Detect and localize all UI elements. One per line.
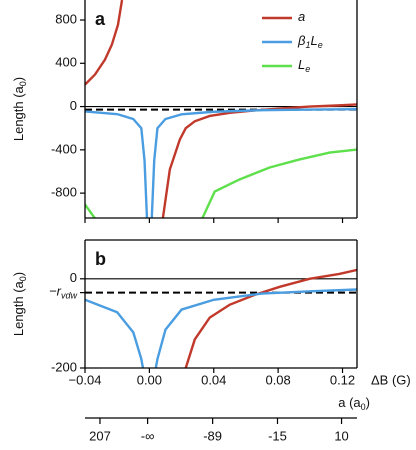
text-part: ) <box>366 395 370 410</box>
text-part: e <box>305 64 310 74</box>
y-tick-label: −rvdw <box>49 284 77 301</box>
series-line <box>85 0 357 218</box>
x2-tick-label: -∞ <box>141 428 155 443</box>
y-tick-label: 0 <box>70 270 77 285</box>
x2-tick-label: -15 <box>268 428 287 443</box>
text-part: Length (a <box>11 280 26 336</box>
text-part: −r <box>49 284 62 299</box>
x2-tick-label: -89 <box>203 428 222 443</box>
y-tick-label: 400 <box>55 55 77 70</box>
x-tick-label: 0.08 <box>265 372 290 387</box>
y-tick-label: 800 <box>55 11 77 26</box>
x2-axis-label: a (a0) <box>338 395 370 412</box>
text-part: ) <box>11 77 26 81</box>
series-line <box>184 268 357 368</box>
series-line <box>85 288 357 368</box>
panel-label: b <box>95 249 106 269</box>
series-line <box>85 148 357 218</box>
text-part: a <box>298 9 305 24</box>
x-tick-label: 0.00 <box>137 372 162 387</box>
y-axis-label: Length (a0) <box>11 272 28 336</box>
text-part: L <box>298 57 305 72</box>
legend-label: Le <box>298 57 310 74</box>
x-tick-label: −0.04 <box>69 372 102 387</box>
text-part: 0 <box>18 276 28 281</box>
y-tick-label: -400 <box>51 141 77 156</box>
text-part: ) <box>11 272 26 276</box>
text-part: β <box>297 33 306 48</box>
text-part: 0 <box>361 402 366 412</box>
x2-tick-label: 207 <box>89 428 111 443</box>
x-tick-label: 0.12 <box>330 372 355 387</box>
y-tick-label: 0 <box>70 98 77 113</box>
legend-label: β1Le <box>297 33 323 50</box>
text-part: Length (a <box>11 85 26 141</box>
y-tick-label: -800 <box>51 185 77 200</box>
text-part: a (a <box>338 395 361 410</box>
x-axis-label: ΔB (G) <box>371 372 411 387</box>
text-part: 0 <box>18 81 28 86</box>
text-part: vdw <box>61 291 78 301</box>
x2-tick-label: 10 <box>334 428 348 443</box>
legend-label: a <box>298 9 305 24</box>
y-tick-label: -200 <box>51 359 77 374</box>
text-part: L <box>310 33 317 48</box>
series-line <box>85 107 357 218</box>
text-part: 1 <box>305 40 310 50</box>
panel-label: a <box>95 9 106 29</box>
text-part: e <box>318 40 323 50</box>
x-tick-label: 0.04 <box>201 372 226 387</box>
y-axis-label: Length (a0) <box>11 77 28 141</box>
